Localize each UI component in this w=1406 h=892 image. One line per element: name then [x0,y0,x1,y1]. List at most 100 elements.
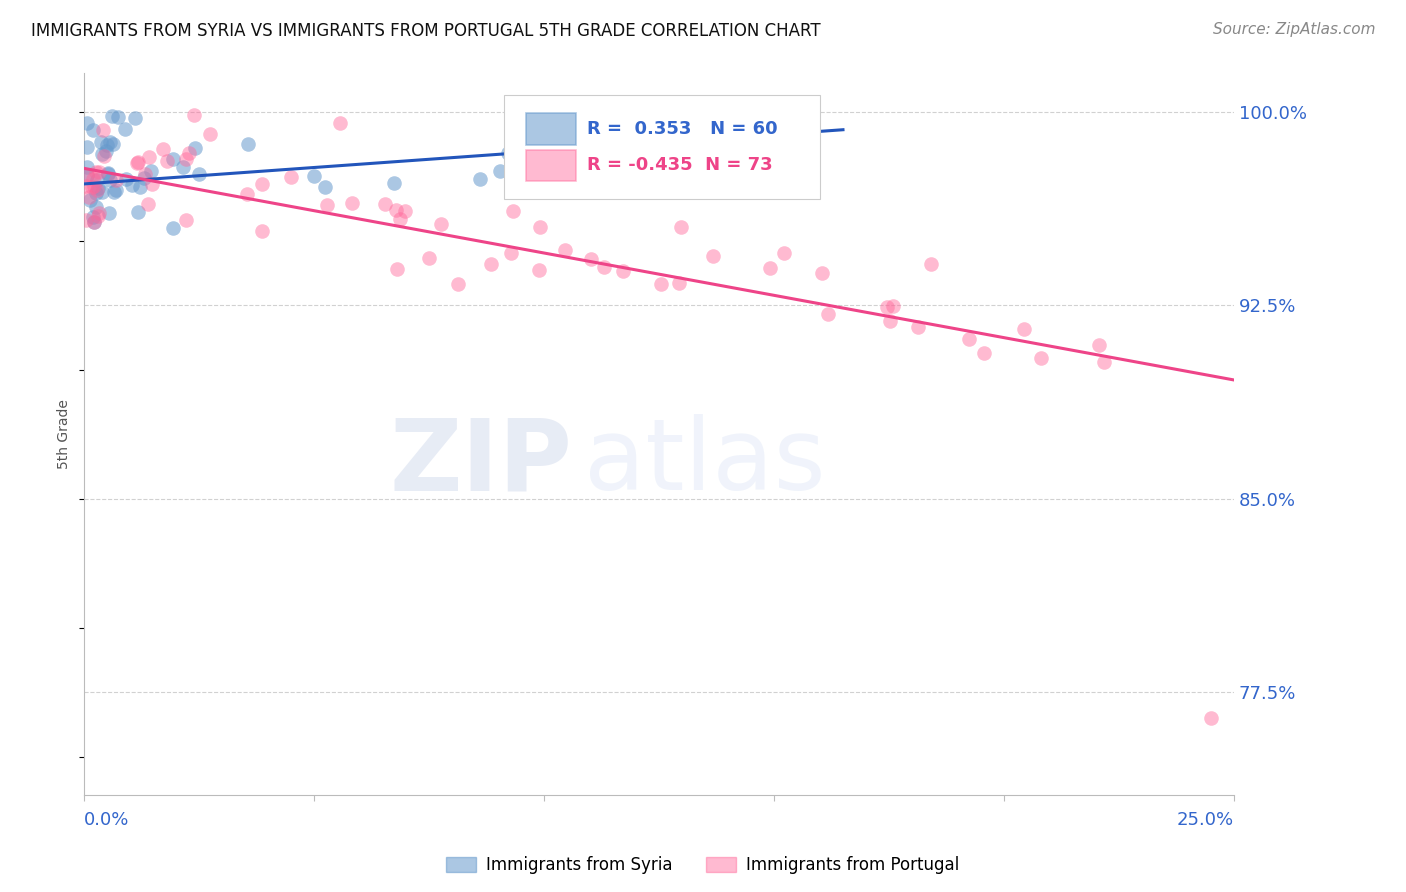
Text: R = -0.435  N = 73: R = -0.435 N = 73 [586,156,772,175]
Point [174,152,197,166]
Point [84,200,107,214]
Point [172,160,194,174]
Point [79,194,101,208]
Point [446,277,468,291]
Point [657,134,679,148]
Point [1088,338,1111,352]
Point [77,190,100,204]
Point [188,168,211,182]
Point [706,154,728,169]
Point [98,173,121,187]
Text: Source: ZipAtlas.com: Source: ZipAtlas.com [1212,22,1375,37]
Point [529,220,551,235]
Point [152,142,174,156]
Point [876,301,898,315]
FancyBboxPatch shape [526,113,576,145]
Point [650,277,672,292]
Point [90,185,112,199]
Point [124,111,146,125]
Point [98,205,121,219]
Point [527,263,550,277]
Point [127,205,149,219]
Point [302,169,325,183]
Point [759,260,782,275]
Point [141,178,163,192]
Point [177,146,200,161]
FancyBboxPatch shape [526,150,576,181]
Point [101,137,124,152]
Point [468,172,491,186]
Point [418,251,440,265]
Point [100,109,122,123]
Point [668,277,690,291]
Point [87,181,110,195]
Point [129,179,152,194]
Point [811,266,834,280]
Point [342,196,364,211]
Point [183,141,205,155]
Point [183,108,205,122]
Point [141,164,163,178]
Point [794,128,817,143]
Point [502,203,524,218]
Point [592,260,614,274]
Point [98,135,121,149]
Point [430,217,453,231]
Point [1012,322,1035,336]
Point [973,346,995,360]
Point [706,104,728,119]
Point [96,138,118,153]
Point [554,243,576,257]
Point [957,332,980,346]
Point [134,167,156,181]
Point [121,178,143,192]
Point [115,171,138,186]
Point [86,210,108,224]
Point [755,113,778,128]
Point [695,123,717,137]
Point [236,187,259,202]
Point [1029,351,1052,366]
Point [536,139,558,153]
Point [250,177,273,191]
Point [104,173,127,187]
Point [489,164,512,178]
Point [103,185,125,199]
Point [394,204,416,219]
Point [882,299,904,313]
Point [97,166,120,180]
Point [236,136,259,151]
Point [76,168,98,182]
Text: atlas: atlas [585,415,825,511]
Text: 25.0%: 25.0% [1177,811,1234,829]
Point [762,131,785,145]
Text: ZIP: ZIP [389,415,572,511]
Point [817,307,839,321]
Point [91,123,114,137]
Point [86,183,108,197]
Point [86,172,108,186]
Point [83,179,105,194]
Point [479,257,502,271]
Point [879,314,901,328]
Point [82,123,104,137]
Point [316,198,339,212]
Point [82,172,104,186]
Point [162,220,184,235]
Point [134,171,156,186]
Point [496,146,519,161]
Point [773,245,796,260]
Point [389,212,412,227]
Point [250,224,273,238]
Point [506,166,529,180]
Point [76,168,98,182]
Point [97,167,120,181]
Text: 0.0%: 0.0% [84,811,129,829]
Point [280,169,302,184]
Point [329,116,352,130]
Point [90,135,112,149]
Legend: Immigrants from Syria, Immigrants from Portugal: Immigrants from Syria, Immigrants from P… [440,850,966,881]
Point [1092,354,1115,368]
Text: IMMIGRANTS FROM SYRIA VS IMMIGRANTS FROM PORTUGAL 5TH GRADE CORRELATION CHART: IMMIGRANTS FROM SYRIA VS IMMIGRANTS FROM… [31,22,821,40]
Point [114,122,136,136]
